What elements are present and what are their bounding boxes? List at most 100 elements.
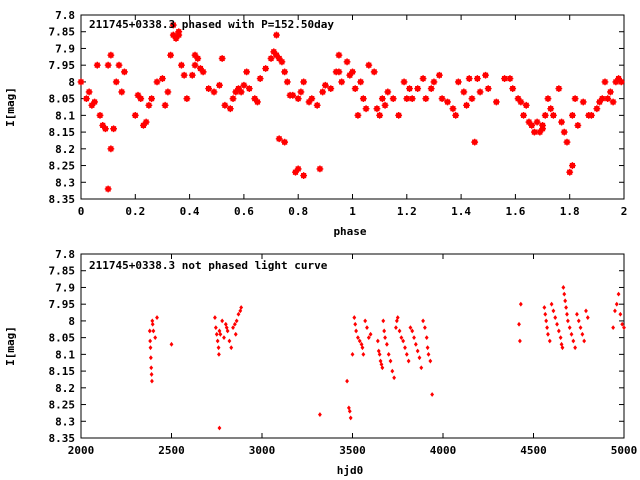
data-point-cross [520, 111, 527, 119]
data-point [354, 328, 359, 334]
data-point [345, 378, 349, 384]
data-point [356, 335, 360, 341]
data-point [425, 345, 430, 351]
y-tick-label: 7.85 [49, 265, 76, 278]
data-point-cross [161, 101, 169, 109]
data-point [361, 351, 366, 357]
data-point [148, 345, 153, 351]
data-point-cross [365, 61, 373, 69]
data-point-cross [550, 111, 557, 119]
x-tick-label: 1.4 [451, 205, 471, 218]
data-point [575, 311, 579, 317]
y-tick-label: 7.9 [55, 42, 75, 55]
data-point [225, 328, 230, 334]
data-point [582, 338, 587, 344]
data-point [413, 341, 418, 347]
data-point [399, 335, 404, 341]
data-point-cross [107, 51, 115, 59]
data-point-cross [547, 105, 555, 113]
data-point-cross [297, 88, 305, 96]
data-point-cross [343, 58, 351, 66]
data-point-cross [400, 78, 408, 86]
data-point [217, 351, 221, 357]
data-point-cross [427, 85, 435, 92]
data-point [352, 315, 357, 320]
chart-unphased: 7.8 7.85 7.9 7.95 8 8.05 8.1 8.15 8.2 8.25 8.3 8.35… [4, 248, 637, 477]
data-point-cross [218, 55, 226, 62]
data-point-cross [579, 98, 587, 106]
data-point-cross [199, 68, 207, 76]
data-point-cross [555, 85, 563, 92]
data-point [518, 338, 522, 344]
y-tick-label: 8.15 [49, 365, 76, 378]
data-point [421, 318, 426, 324]
plot-title-phased: 211745+0338.3 phased with P=152.50day [89, 18, 334, 31]
y-axis-title-unphased: I[mag] [4, 326, 17, 366]
data-point [149, 365, 154, 371]
data-point-cross [362, 105, 370, 113]
data-point [406, 358, 411, 364]
data-point-cross [476, 88, 484, 96]
data-point-cross [112, 78, 120, 86]
data-point [214, 331, 219, 337]
y-tick-label: 7.8 [55, 248, 75, 261]
y-tick-label: 7.8 [55, 9, 75, 22]
data-point [232, 321, 237, 327]
data-point [318, 412, 322, 417]
y-tick-label: 8.25 [49, 399, 76, 412]
data-point-cross [153, 78, 161, 86]
y-tick-label: 8.1 [55, 109, 75, 122]
x-tick-label: 0.4 [180, 205, 200, 218]
plot-frame-phased [80, 14, 625, 200]
axis-y-unphased: 7.8 7.85 7.9 7.95 8 8.05 8.1 8.15 8.2 8.25 8.3 8.35 [49, 248, 624, 445]
data-point [419, 365, 424, 371]
data-point-cross [607, 88, 614, 96]
data-point-cross [571, 95, 579, 103]
data-point-cross [558, 118, 565, 126]
y-tick-label: 8.3 [55, 415, 75, 428]
data-point [229, 345, 234, 351]
data-point-cross [169, 21, 177, 29]
data-point [383, 335, 387, 341]
data-point-cross [159, 75, 166, 82]
data-point [213, 325, 218, 330]
data-point-cross [178, 61, 185, 69]
data-point [546, 331, 550, 337]
data-point-cross [492, 98, 500, 106]
data-point [375, 338, 380, 344]
data-point-cross [468, 95, 476, 103]
axis-x-unphased: 2000 2500 3000 3500 4000 4500 5000 [68, 254, 637, 457]
data-point-cross [563, 138, 571, 146]
data-point [567, 325, 572, 330]
data-point-cross [506, 75, 514, 82]
x-tick-label: 0 [78, 205, 85, 218]
y-tick-label: 8 [68, 76, 75, 89]
data-point-cross [240, 81, 248, 89]
data-point [616, 291, 621, 297]
x-tick-label: 2000 [68, 444, 95, 457]
data-point-cross [188, 71, 196, 79]
x-tick-label: 1 [349, 205, 356, 218]
data-point [384, 341, 389, 347]
data-point [388, 358, 393, 364]
data-point-cross [262, 65, 270, 72]
data-point [231, 325, 235, 330]
data-point-cross [569, 162, 576, 169]
data-point-cross [373, 105, 381, 113]
data-point-cross [131, 111, 139, 119]
data-point [217, 328, 222, 334]
data-point [150, 321, 155, 327]
data-point-cross [617, 78, 625, 86]
data-point [556, 328, 561, 334]
data-point [222, 335, 226, 341]
data-point-cross [419, 75, 427, 82]
data-point-cross [384, 88, 392, 96]
y-tick-label: 8.35 [49, 432, 76, 445]
data-point-cross [316, 165, 324, 173]
data-point [569, 331, 574, 337]
axis-x-phased: 0 0.2 0.4 0.6 0.8 1 1.2 1.4 1.6 1.8 2 [78, 15, 627, 218]
data-point [518, 301, 523, 307]
data-point-cross [289, 91, 297, 99]
data-point-cross [226, 105, 234, 113]
data-point [148, 355, 153, 361]
